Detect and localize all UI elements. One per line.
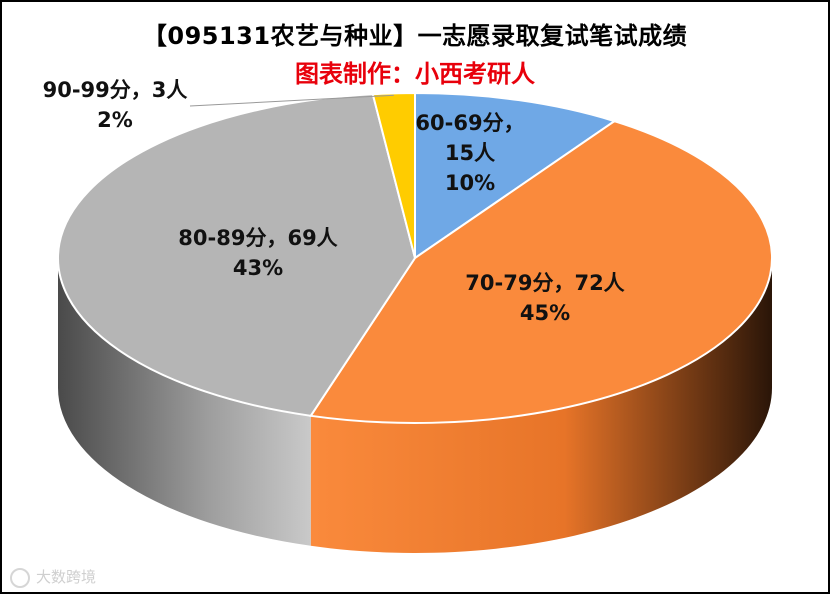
- slice-label-3-1: 2%: [97, 108, 133, 132]
- pie-slice-0: [414, 91, 617, 260]
- slice-side-2: [58, 258, 311, 546]
- pie-slice-1: [309, 120, 773, 424]
- pie-slices: [57, 91, 773, 424]
- watermark-text: 大数跨境: [36, 568, 97, 586]
- chart-subtitle: 图表制作：小西考研人: [295, 60, 535, 88]
- slice-side-1: [310, 258, 773, 553]
- slice-label-0-0: 60-69分，: [415, 111, 524, 135]
- pie-labels: 60-69分， 15人 10% 70-79分，72人 45% 80-89分，69人 43% 9…: [43, 78, 625, 325]
- slice-label-0-2: 10%: [445, 171, 495, 195]
- pie-sides: [58, 258, 773, 553]
- watermark-logo-icon: [10, 567, 30, 588]
- slice-label-2-0: 80-89分，69人: [178, 226, 337, 250]
- slice-label-1-0: 70-79分，72人: [465, 271, 624, 295]
- watermark: 大数跨境: [10, 566, 96, 588]
- slice-label-1-1: 45%: [520, 301, 570, 325]
- leader-line: [189, 94, 394, 107]
- slice-label-2-1: 43%: [233, 256, 283, 280]
- pie-slice-3: [371, 91, 416, 259]
- pie-slice-2: [57, 93, 417, 417]
- slice-label-3-0: 90-99分，3人: [43, 78, 188, 102]
- slice-label-0-1: 15人: [445, 141, 495, 165]
- chart-title: 【095131农艺与种业】一志愿录取复试笔试成绩: [142, 22, 688, 50]
